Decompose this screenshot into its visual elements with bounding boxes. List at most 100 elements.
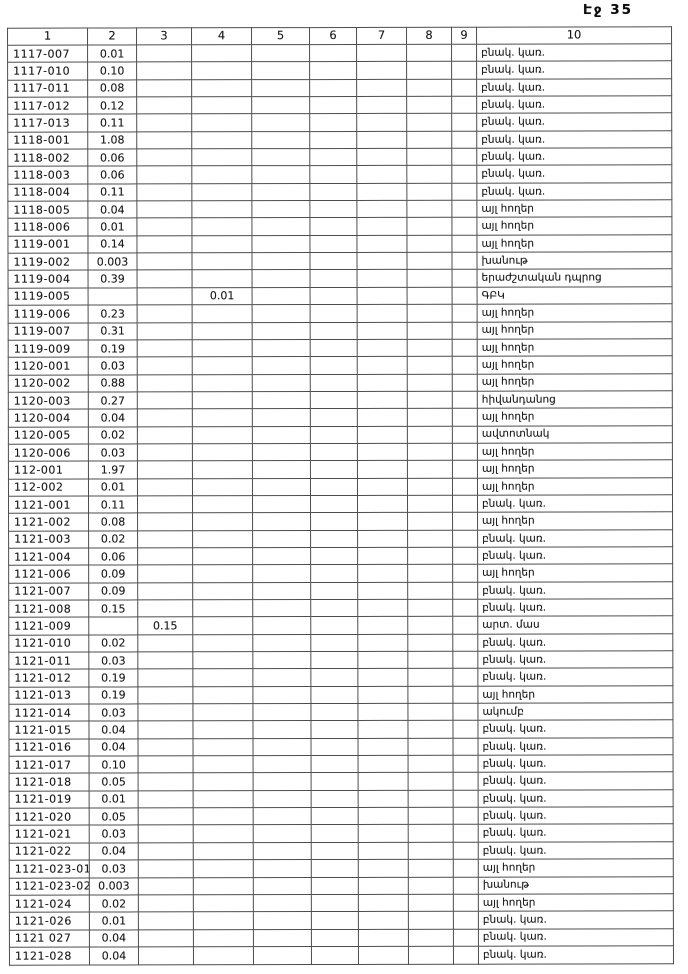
cell-col8 xyxy=(408,911,454,929)
cell-col8 xyxy=(406,61,452,80)
table-row: 1117-013 0.11 բնակ. կառ. xyxy=(7,113,672,132)
table-row: 1117-011 0.08 բնակ. կառ. xyxy=(7,78,672,98)
cell-col10: այլ հողեր xyxy=(477,512,673,530)
table-row: 1119-006 0.23 այլ հողեր xyxy=(8,303,673,323)
cell-col5 xyxy=(252,322,311,340)
table-row: 1121-028 0.04 բնակ. կառ. xyxy=(9,945,674,966)
cell-col6 xyxy=(310,668,358,687)
cell-col9 xyxy=(453,928,479,947)
cell-col7 xyxy=(356,200,407,218)
cell-col7 xyxy=(356,235,407,253)
cell-col7 xyxy=(358,842,409,860)
cell-col4 xyxy=(193,894,254,912)
cell-col8 xyxy=(407,685,453,704)
cell-col2: 0.27 xyxy=(88,391,138,410)
cell-col7 xyxy=(356,96,407,114)
cell-col10: բնակ. կառ. xyxy=(476,130,672,149)
cell-col9 xyxy=(452,720,479,739)
cell-col4 xyxy=(191,200,252,219)
cell-col3 xyxy=(137,339,193,358)
cell-col7 xyxy=(357,304,408,322)
cell-col4 xyxy=(193,773,254,791)
cell-col6 xyxy=(311,738,359,756)
cell-col5 xyxy=(252,547,311,565)
cell-col6 xyxy=(310,391,358,409)
cell-col5 xyxy=(252,304,311,323)
cell-col5 xyxy=(253,842,312,860)
cell-col3 xyxy=(138,790,194,809)
column-header: 1 xyxy=(7,28,88,46)
cell-col4 xyxy=(192,408,253,427)
cell-col8 xyxy=(407,425,453,444)
cell-col6 xyxy=(309,61,357,80)
cell-col3 xyxy=(136,96,192,115)
cell-col10: այլ հողեր xyxy=(476,234,672,253)
cell-col7 xyxy=(357,547,408,565)
cell-col10: բնակ. կառ. xyxy=(478,772,674,790)
cell-col1: 1117-007 xyxy=(7,45,88,63)
cell-col2: 1.97 xyxy=(88,461,138,479)
cell-col9 xyxy=(452,633,478,652)
cell-col9 xyxy=(453,842,479,860)
cell-col5 xyxy=(252,582,311,600)
cell-col6 xyxy=(309,235,357,253)
cell-col7 xyxy=(357,582,408,600)
cell-col7 xyxy=(356,252,408,270)
cell-col10: այլ հողեր xyxy=(477,321,673,340)
cell-col8 xyxy=(407,373,453,392)
column-header: 10 xyxy=(476,26,672,45)
cell-col4 xyxy=(191,166,252,184)
table-row: 1121-012 0.19 բնակ. կառ. xyxy=(8,668,673,687)
cell-col6 xyxy=(310,599,358,617)
table-row: 1119-002 0.003 խանութ xyxy=(7,251,673,271)
cell-col3 xyxy=(137,703,193,722)
cell-col5 xyxy=(253,911,312,930)
cell-col8 xyxy=(408,859,454,877)
cell-col9 xyxy=(451,200,477,218)
cell-col6 xyxy=(309,217,357,236)
cell-col2: 0.04 xyxy=(88,721,139,739)
cell-col8 xyxy=(408,842,454,860)
cell-col8 xyxy=(408,738,454,756)
table-row: 1121-020 0.05 բնակ. կառ. xyxy=(9,806,674,826)
cell-col4 xyxy=(191,183,252,201)
cell-col10: այլ հողեր xyxy=(478,893,674,912)
cell-col1: 1120-001 xyxy=(8,357,89,375)
cell-col5 xyxy=(253,790,312,808)
cell-col3 xyxy=(137,547,193,566)
cell-col2: 0.15 xyxy=(88,599,138,618)
cell-col7 xyxy=(358,946,409,965)
cell-col2: 0.31 xyxy=(88,322,138,340)
cell-col8 xyxy=(407,495,453,513)
cell-col7 xyxy=(357,668,408,687)
cell-col10: այլ հողեր xyxy=(477,685,673,704)
cell-col9 xyxy=(453,894,479,912)
cell-col7 xyxy=(357,720,409,739)
cell-col9 xyxy=(453,807,479,825)
cell-col1: 1121-007 xyxy=(8,582,89,601)
column-header: 6 xyxy=(309,27,357,45)
cell-col8 xyxy=(406,148,452,166)
cell-col4 xyxy=(191,62,252,80)
table-row: 1121-017 0.10 բնակ. կառ. xyxy=(9,754,674,774)
cell-col6 xyxy=(310,356,358,375)
cell-col1: 1118-005 xyxy=(7,201,88,219)
cell-col6 xyxy=(310,530,358,548)
cell-col4 xyxy=(191,96,252,115)
cell-col2: 0.02 xyxy=(88,634,138,653)
cell-col5 xyxy=(252,460,311,479)
cell-col8 xyxy=(406,165,452,184)
cell-col4 xyxy=(191,44,252,63)
cell-col3 xyxy=(136,131,192,149)
cell-col2: 0.04 xyxy=(89,738,139,757)
cell-col8 xyxy=(407,651,453,669)
cell-col5 xyxy=(251,148,310,167)
table-row: 1121-009 0.15 արտ. մաս xyxy=(8,616,673,635)
cell-col4 xyxy=(193,946,254,965)
cell-col9 xyxy=(452,529,478,548)
cell-col5 xyxy=(253,825,312,843)
cell-col7 xyxy=(357,512,408,531)
cell-col2: 0.06 xyxy=(87,148,137,167)
cell-col6 xyxy=(310,651,358,669)
cell-col10: այլ հողեր xyxy=(476,217,672,235)
